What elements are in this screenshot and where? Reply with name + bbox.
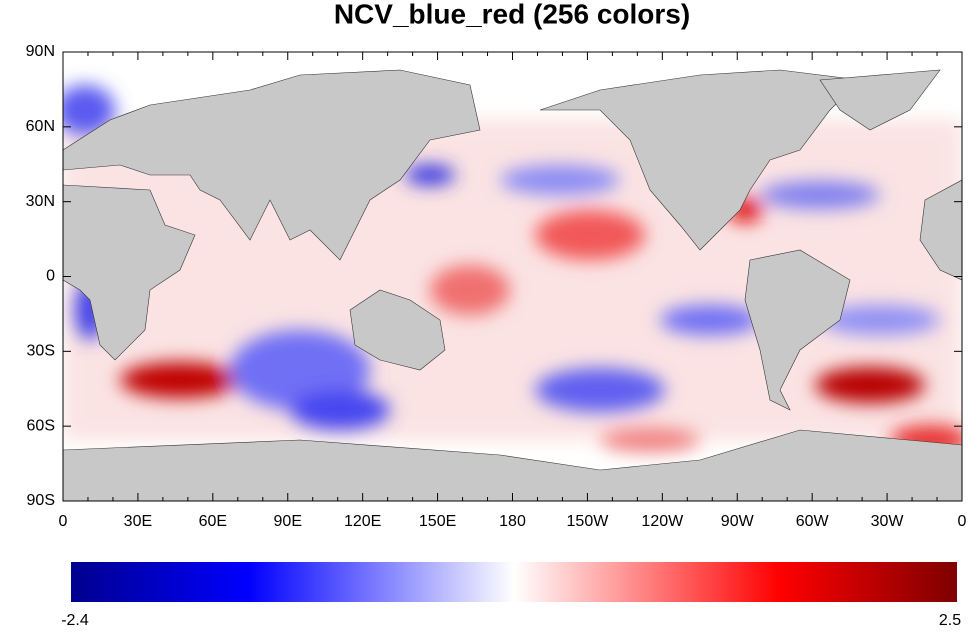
lon-label: 90W bbox=[721, 513, 755, 530]
lon-label: 0 bbox=[958, 513, 967, 530]
lon-label: 150E bbox=[419, 513, 456, 530]
colorbar-min-label: -2.4 bbox=[61, 612, 89, 629]
lat-label: 90N bbox=[26, 43, 55, 60]
map-title: NCV_blue_red (256 colors) bbox=[334, 0, 690, 29]
colorbar bbox=[71, 562, 957, 602]
lat-label: 60N bbox=[26, 118, 55, 135]
map-field bbox=[63, 69, 962, 501]
colorbar-max-label: 2.5 bbox=[939, 612, 961, 629]
lat-label: 30S bbox=[27, 343, 55, 360]
lon-label: 120E bbox=[344, 513, 381, 530]
lat-label: 0 bbox=[46, 268, 55, 285]
lon-label: 30E bbox=[124, 513, 152, 530]
lon-label: 30W bbox=[871, 513, 905, 530]
lon-label: 120W bbox=[641, 513, 684, 530]
lon-label: 150W bbox=[567, 513, 610, 530]
lat-label: 60S bbox=[27, 417, 55, 434]
lon-label: 90E bbox=[274, 513, 302, 530]
lon-label: 60E bbox=[199, 513, 227, 530]
lon-label: 60W bbox=[796, 513, 830, 530]
lat-label: 90S bbox=[27, 492, 55, 509]
lat-label: 30N bbox=[26, 193, 55, 210]
lon-label: 180 bbox=[499, 513, 526, 530]
lon-label: 0 bbox=[59, 513, 68, 530]
